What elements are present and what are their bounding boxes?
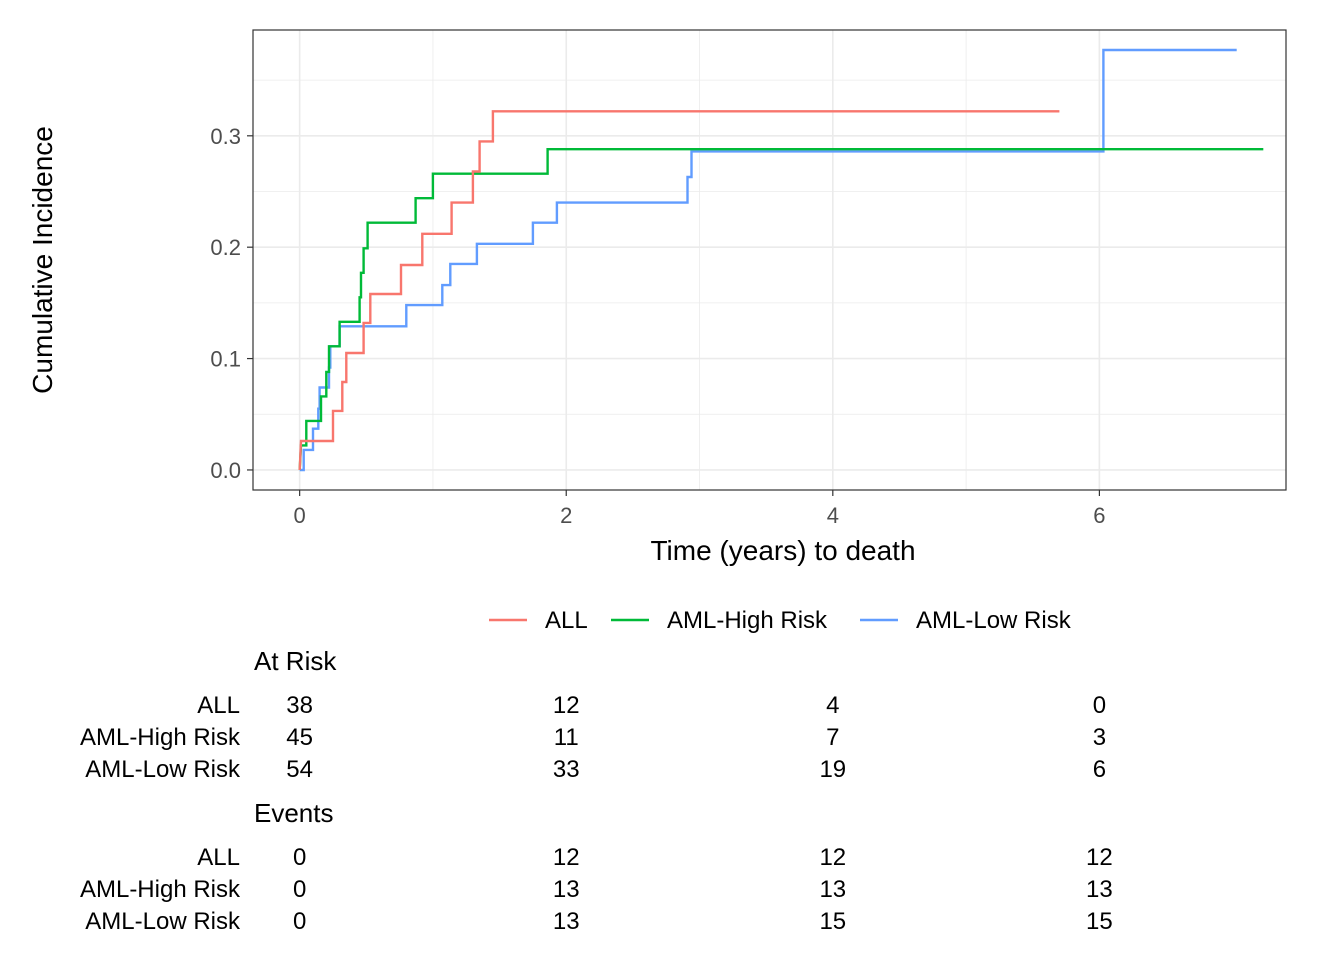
risk-tables: At Risk ALL 38 12 4 0 AML-High Risk 45 11 7 3 AML-L… bbox=[80, 646, 1113, 935]
table-cell: 13 bbox=[819, 876, 846, 903]
y-axis: 0.0 0.1 0.2 0.3 bbox=[210, 124, 253, 483]
legend-label: AML-Low Risk bbox=[916, 607, 1072, 634]
series-line-all bbox=[298, 110, 1060, 471]
table-cell: 4 bbox=[826, 692, 839, 719]
table-cell: 19 bbox=[819, 756, 846, 783]
table-cell: 54 bbox=[286, 756, 313, 783]
table-cell: 7 bbox=[826, 724, 839, 751]
legend-label: ALL bbox=[545, 607, 588, 634]
table-cell: 12 bbox=[553, 844, 580, 871]
table-cell: 0 bbox=[293, 908, 306, 935]
series-line-aml-low-risk bbox=[299, 48, 1237, 472]
table-cell: 45 bbox=[286, 724, 313, 751]
x-axis-title: Time (years) to death bbox=[650, 535, 915, 566]
legend: ALL AML-High Risk AML-Low Risk bbox=[489, 607, 1072, 634]
y-tick-label: 0.3 bbox=[210, 124, 241, 149]
table-row-label: ALL bbox=[197, 692, 240, 719]
table-cell: 33 bbox=[553, 756, 580, 783]
table-cell: 15 bbox=[1086, 908, 1113, 935]
y-tick-label: 0.2 bbox=[210, 235, 241, 260]
grid-major bbox=[253, 30, 1286, 490]
table-cell: 13 bbox=[553, 908, 580, 935]
table-title: At Risk bbox=[254, 646, 337, 676]
table-cell: 12 bbox=[1086, 844, 1113, 871]
grid-minor bbox=[253, 30, 1286, 490]
table-cell: 0 bbox=[1093, 692, 1106, 719]
table-cell: 6 bbox=[1093, 756, 1106, 783]
y-tick-label: 0.1 bbox=[210, 347, 241, 372]
legend-label: AML-High Risk bbox=[667, 607, 828, 634]
table-cell: 15 bbox=[819, 908, 846, 935]
table-row-label: AML-High Risk bbox=[80, 724, 241, 751]
table-cell: 12 bbox=[553, 692, 580, 719]
y-axis-title: Cumulative Incidence bbox=[27, 126, 58, 394]
table-cell: 13 bbox=[553, 876, 580, 903]
table-cell: 11 bbox=[554, 724, 579, 751]
x-tick-label: 2 bbox=[560, 503, 572, 528]
x-tick-label: 6 bbox=[1093, 503, 1105, 528]
table-cell: 0 bbox=[293, 876, 306, 903]
table-cell: 38 bbox=[286, 692, 313, 719]
table-row-label: AML-Low Risk bbox=[85, 756, 241, 783]
x-tick-label: 4 bbox=[827, 503, 839, 528]
x-tick-label: 0 bbox=[294, 503, 306, 528]
series-line-aml-high-risk bbox=[298, 147, 1264, 471]
table-row-label: AML-High Risk bbox=[80, 876, 241, 903]
panel-background bbox=[253, 30, 1286, 490]
table-row-label: ALL bbox=[197, 844, 240, 871]
panel-border bbox=[252, 29, 1287, 491]
series-layer bbox=[298, 48, 1264, 472]
y-tick-label: 0.0 bbox=[210, 458, 241, 483]
table-cell: 3 bbox=[1093, 724, 1106, 751]
x-axis: 0 2 4 6 bbox=[294, 490, 1106, 528]
table-cell: 12 bbox=[819, 844, 846, 871]
table-cell: 0 bbox=[293, 844, 306, 871]
table-row-label: AML-Low Risk bbox=[85, 908, 241, 935]
table-cell: 13 bbox=[1086, 876, 1113, 903]
table-title: Events bbox=[254, 798, 334, 828]
